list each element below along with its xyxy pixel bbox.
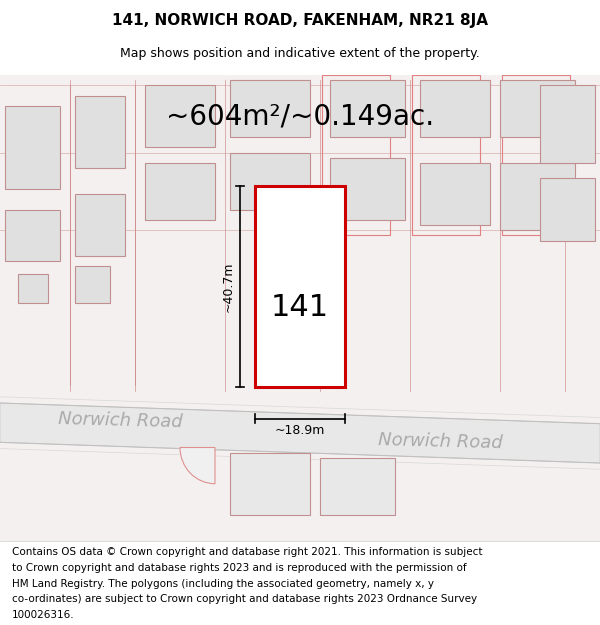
Bar [502,75,570,236]
Text: Contains OS data © Crown copyright and database right 2021. This information is : Contains OS data © Crown copyright and d… [12,548,482,558]
Bar [500,80,575,137]
Bar [330,158,405,220]
Bar [145,86,215,148]
Bar [320,458,395,515]
Bar [412,75,480,236]
Text: HM Land Registry. The polygons (including the associated geometry, namely x, y: HM Land Registry. The polygons (includin… [12,579,434,589]
Bar [75,194,125,256]
Text: ~18.9m: ~18.9m [275,424,325,438]
Text: Map shows position and indicative extent of the property.: Map shows position and indicative extent… [120,48,480,61]
Bar [500,163,575,230]
Bar [5,209,60,261]
Text: to Crown copyright and database rights 2023 and is reproduced with the permissio: to Crown copyright and database rights 2… [12,563,467,573]
Bar [540,86,595,163]
Text: Norwich Road: Norwich Road [58,410,182,431]
Bar [230,152,310,209]
Bar [330,80,405,137]
Wedge shape [180,448,215,484]
Bar [322,75,390,236]
Text: co-ordinates) are subject to Crown copyright and database rights 2023 Ordnance S: co-ordinates) are subject to Crown copyr… [12,594,477,604]
Bar [18,274,48,302]
Bar [5,106,60,189]
Text: Norwich Road: Norwich Road [377,431,502,452]
Text: ~40.7m: ~40.7m [221,261,235,312]
Bar [420,80,490,137]
Bar [75,96,125,168]
Text: 100026316.: 100026316. [12,610,74,620]
Bar [230,80,310,137]
Text: 141, NORWICH ROAD, FAKENHAM, NR21 8JA: 141, NORWICH ROAD, FAKENHAM, NR21 8JA [112,14,488,29]
Bar [230,452,310,515]
Bar [255,186,345,388]
Text: 141: 141 [271,292,329,322]
Bar [540,179,595,241]
Bar [75,266,110,302]
Polygon shape [0,403,600,463]
Bar [420,163,490,225]
Bar [145,163,215,220]
Text: ~604m²/~0.149ac.: ~604m²/~0.149ac. [166,102,434,131]
